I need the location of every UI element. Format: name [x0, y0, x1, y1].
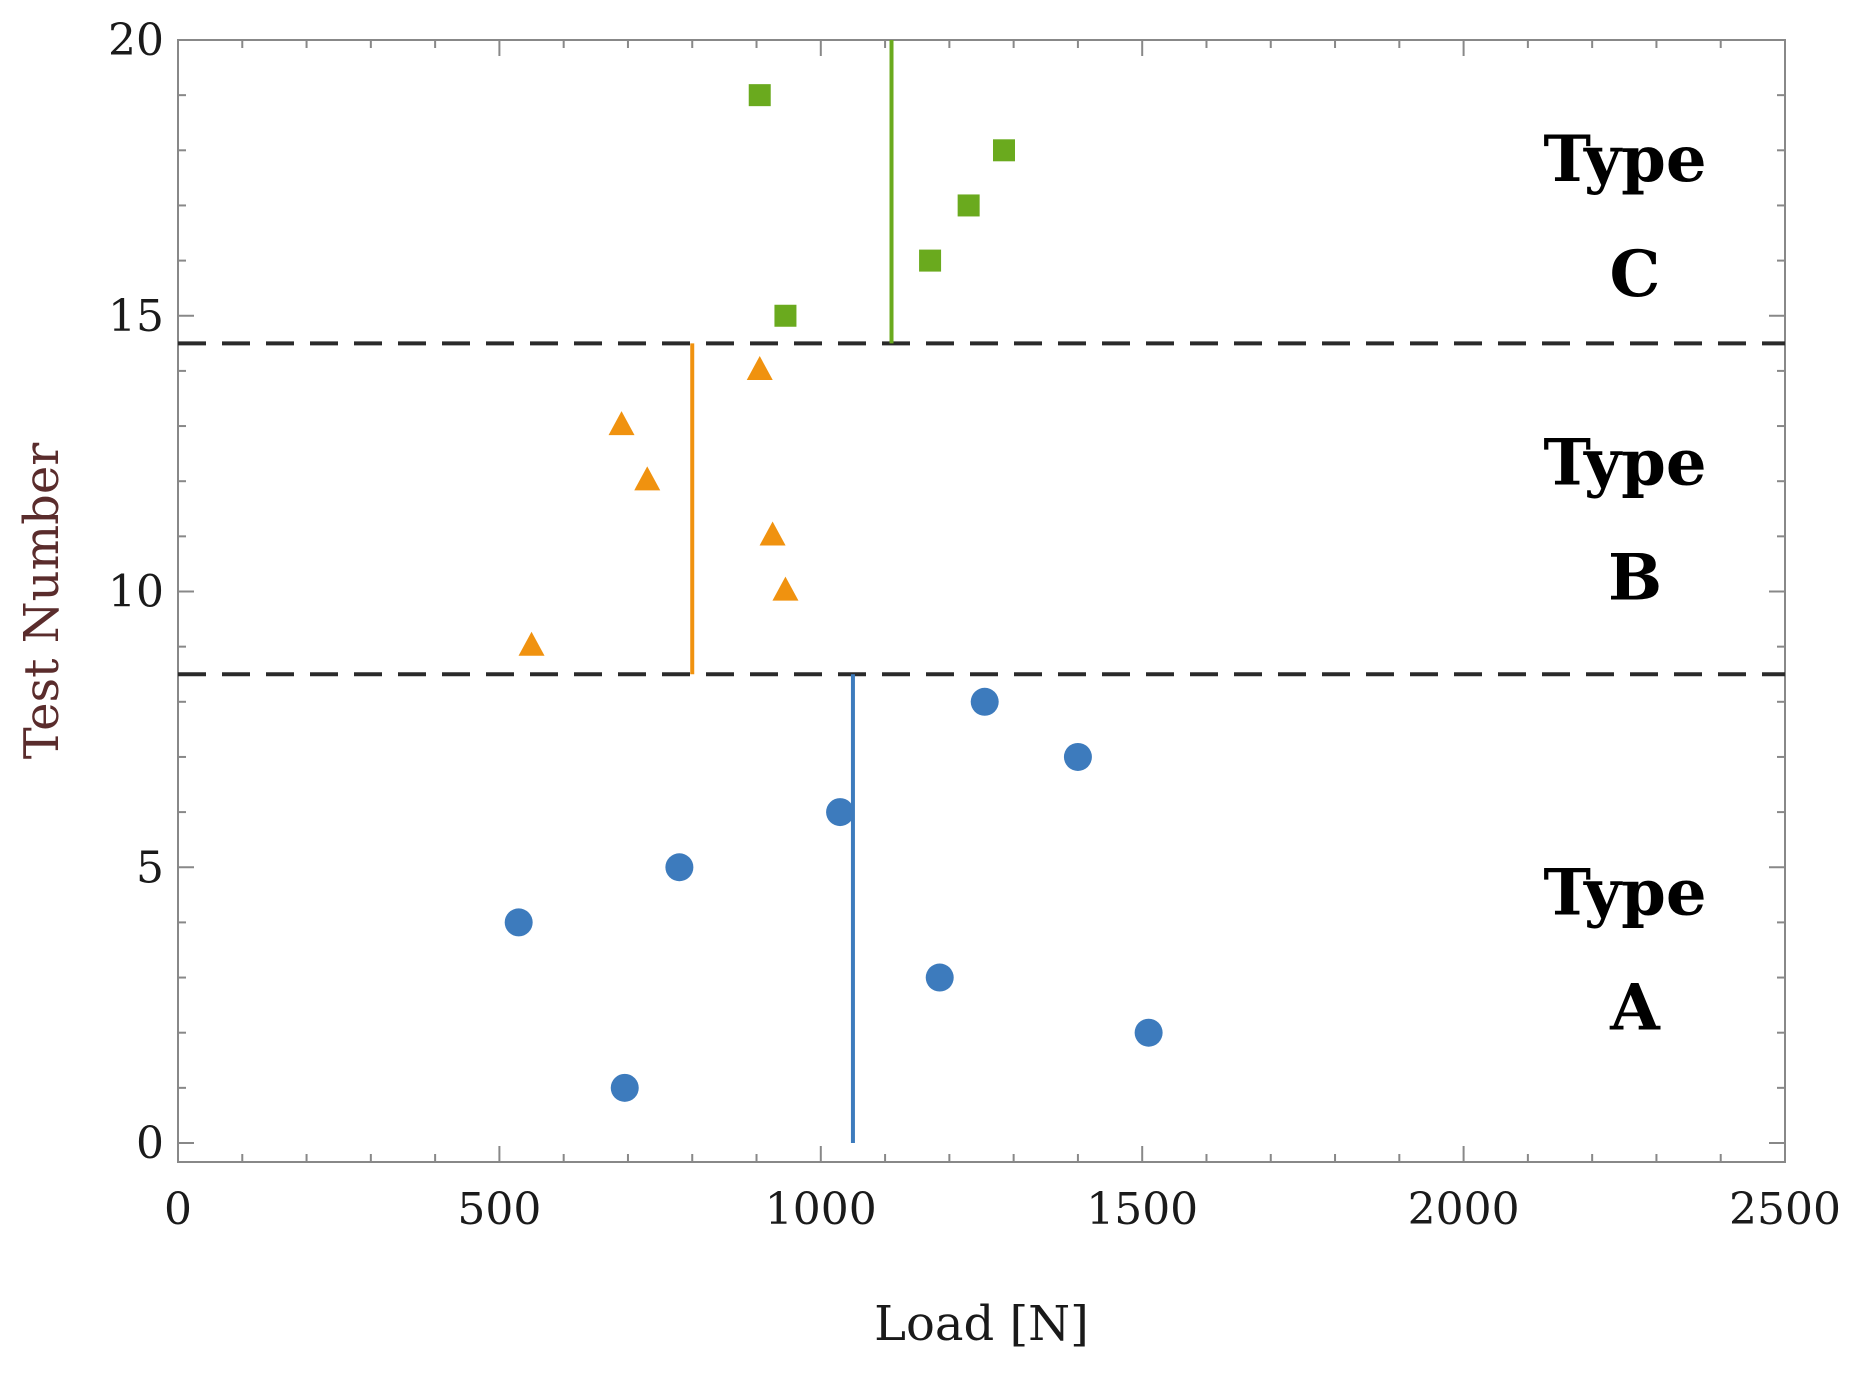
data-point-triangle [772, 576, 799, 601]
data-point-triangle [518, 631, 545, 656]
tick-labels-layer: 0 500 1000 1500 2000 2500 0 5 10 15 20 [108, 15, 1841, 1235]
x-tick-label: 2500 [1729, 1184, 1841, 1235]
x-tick-label: 500 [457, 1184, 541, 1235]
data-point-square [992, 139, 1015, 162]
data-point-circle [1063, 742, 1092, 771]
data-point-square [748, 84, 771, 107]
region-label-type: Type [1543, 122, 1706, 197]
y-tick-label: 0 [136, 1118, 164, 1169]
data-point-square [919, 249, 942, 272]
data-point-circle [504, 908, 533, 937]
markers-layer [504, 84, 1163, 1102]
y-tick-label: 5 [136, 842, 164, 893]
plot-area [177, 39, 1786, 1163]
y-tick-label: 20 [108, 15, 164, 66]
data-point-circle [665, 853, 694, 882]
ticks-layer [177, 39, 1786, 1162]
y-tick-label: 10 [108, 567, 164, 618]
data-point-circle [826, 798, 855, 827]
data-point-circle [1134, 1018, 1163, 1047]
data-point-square [957, 194, 980, 217]
x-tick-label: 2000 [1408, 1184, 1520, 1235]
region-label-type: Type [1543, 855, 1706, 930]
data-point-triangle [634, 466, 661, 491]
x-tick-label: 1000 [765, 1184, 877, 1235]
region-label-letter: C [1610, 237, 1661, 312]
data-point-triangle [759, 521, 786, 546]
annotations-layer: Type A Type B Type C [1543, 122, 1706, 1045]
data-point-triangle [608, 411, 635, 436]
data-point-circle [925, 963, 954, 992]
region-label-letter: B [1608, 540, 1662, 615]
x-axis-title: Load [N] [874, 1296, 1089, 1352]
data-point-circle [610, 1073, 639, 1102]
data-point-triangle [746, 356, 773, 381]
y-tick-label: 15 [108, 291, 164, 342]
data-point-circle [970, 687, 999, 716]
lines-layer [178, 40, 1785, 1143]
region-label-letter: A [1609, 970, 1661, 1045]
data-point-square [774, 304, 797, 327]
x-tick-label: 1500 [1086, 1184, 1198, 1235]
x-tick-label: 0 [164, 1184, 192, 1235]
region-label-type: Type [1543, 425, 1706, 500]
y-axis-title: Test Number [14, 443, 70, 759]
